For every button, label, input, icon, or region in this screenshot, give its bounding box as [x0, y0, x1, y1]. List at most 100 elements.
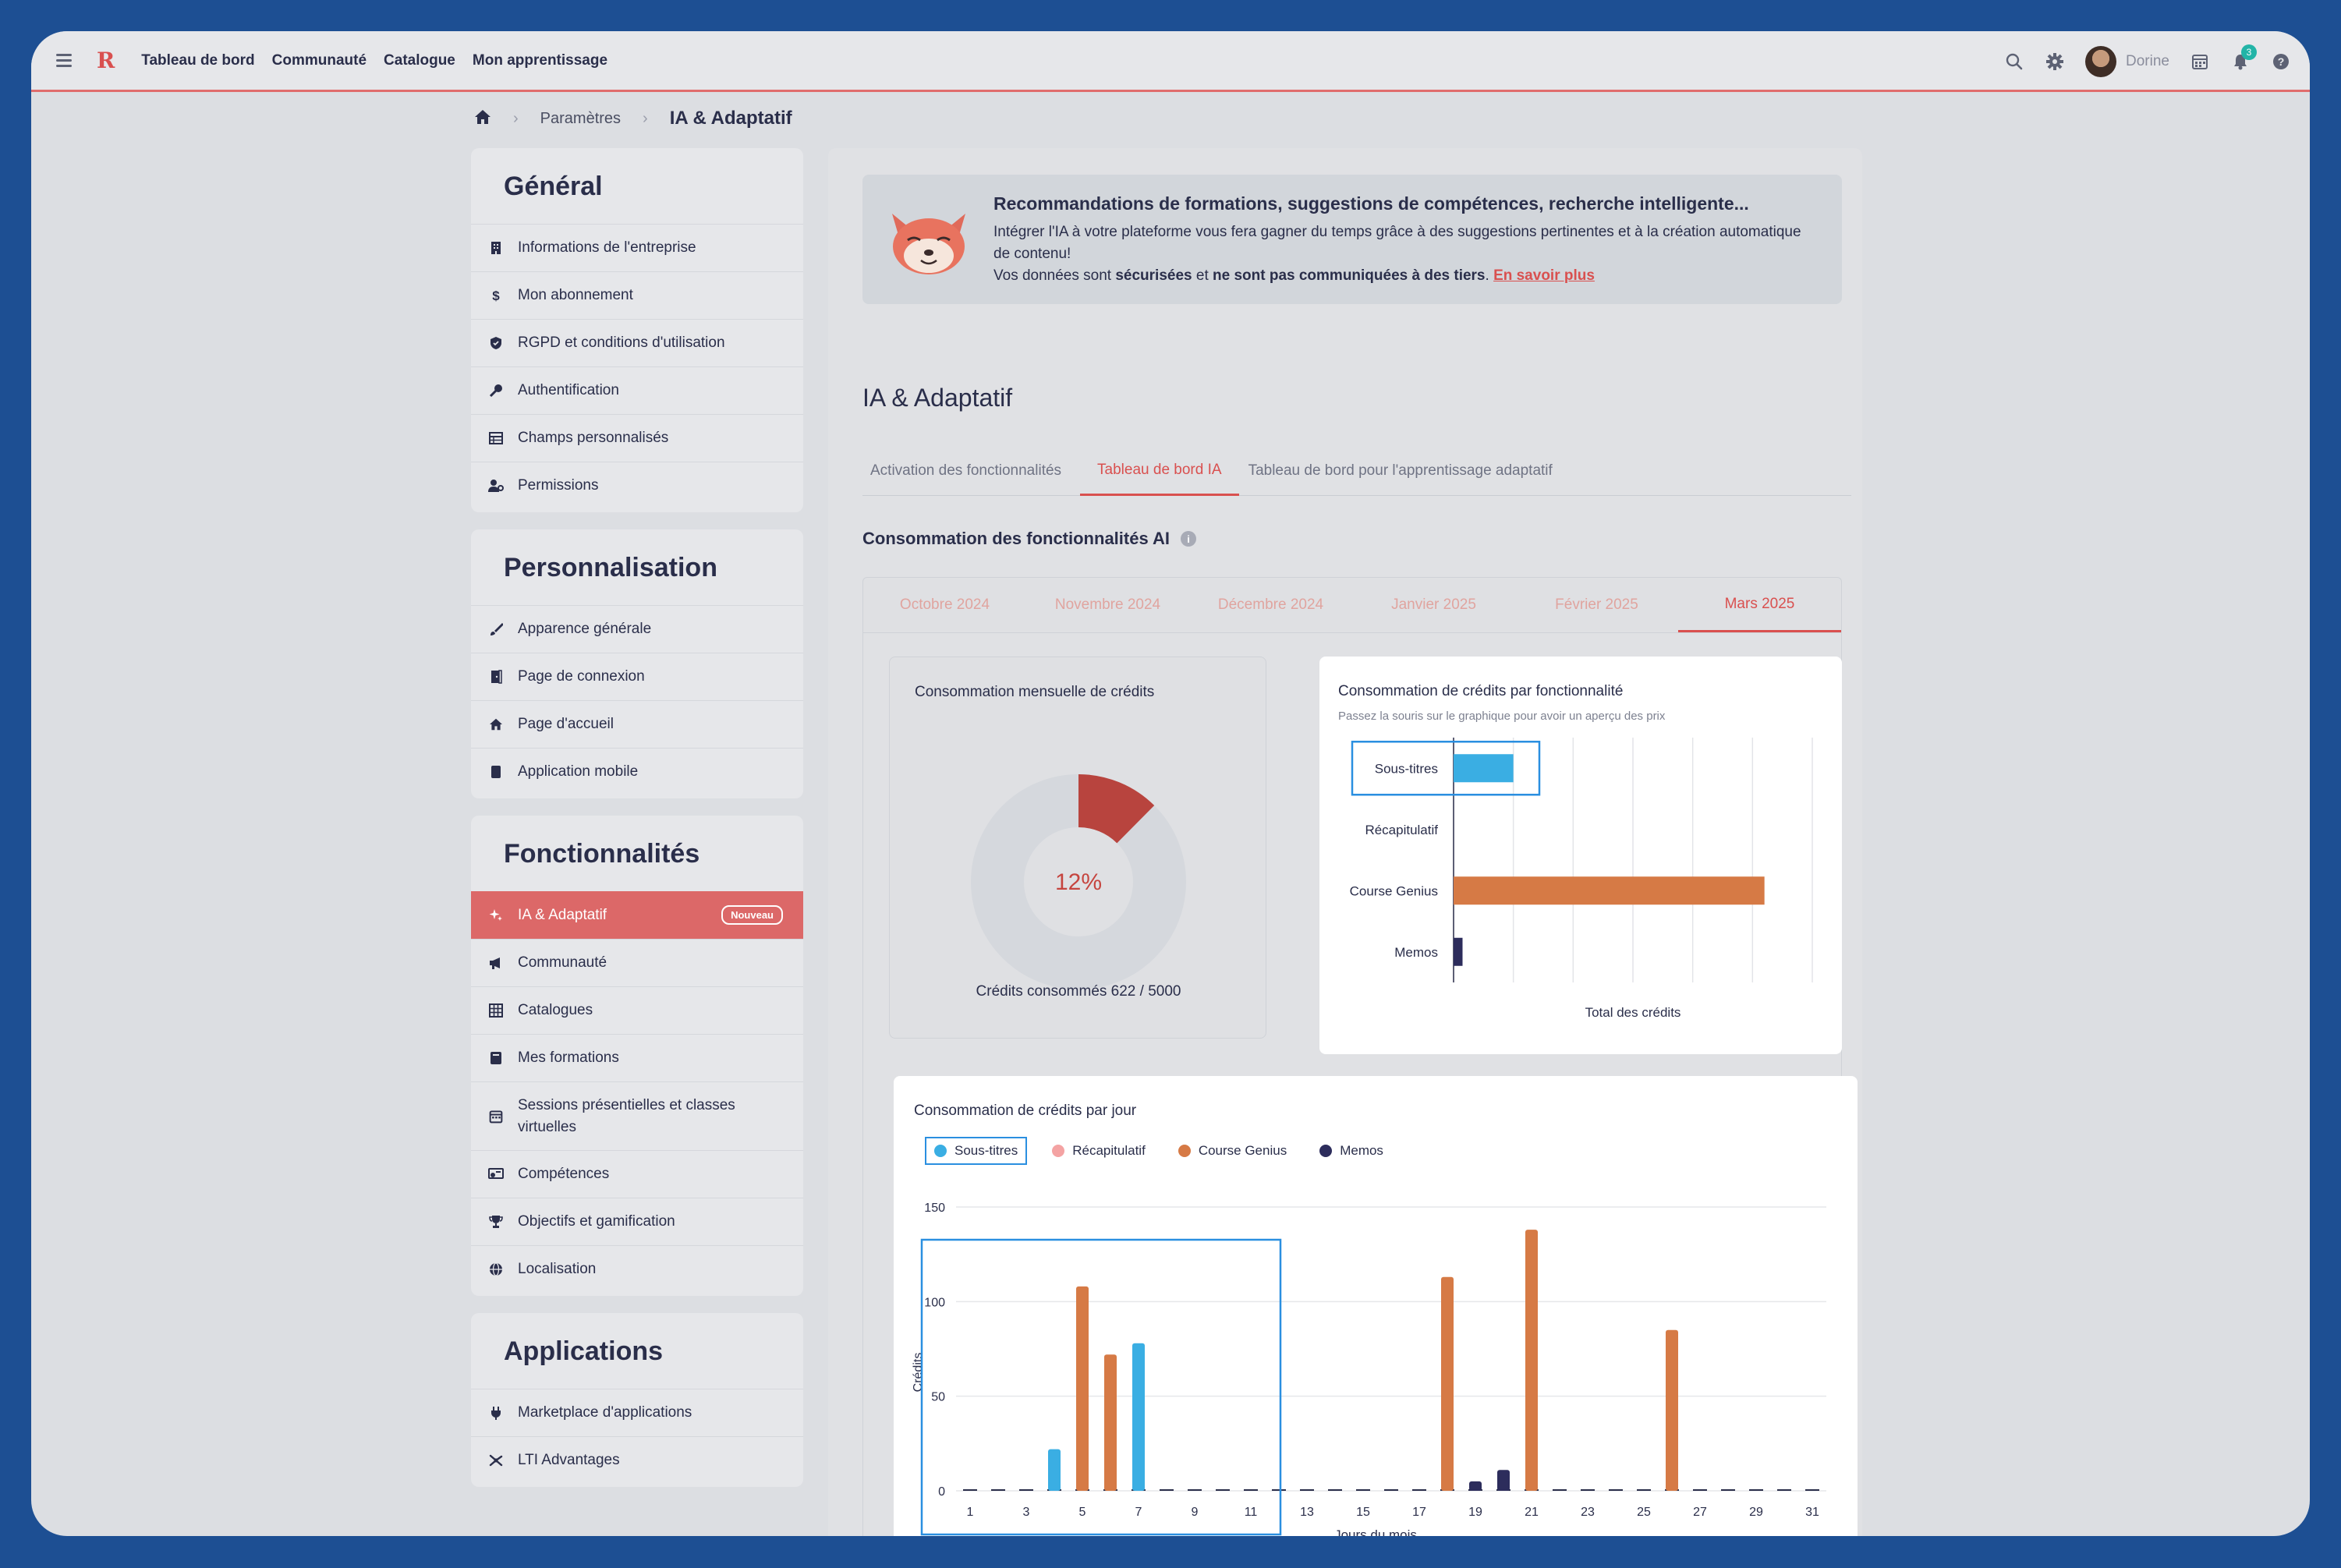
sidebar-item-page-de-connexion[interactable]: Page de connexion	[471, 653, 803, 700]
breadcrumb-parametres[interactable]: Paramètres	[540, 109, 622, 127]
legend-item[interactable]: Récapitulatif	[1044, 1138, 1153, 1163]
x-tick-label: 15	[1356, 1506, 1370, 1519]
sidebar-item-permissions[interactable]: Permissions	[471, 462, 803, 509]
daily-credits-card: Consommation de crédits par jour Sous-ti…	[894, 1076, 1858, 1536]
banner-text-part: et	[1192, 267, 1213, 284]
banner-text-part: Vos données sont	[993, 267, 1116, 284]
category-label: Memos	[1394, 945, 1438, 960]
nav-catalogue[interactable]: Catalogue	[384, 51, 455, 69]
sidebar-item-label: Application mobile	[518, 763, 639, 780]
category-label: Course Genius	[1350, 883, 1438, 898]
shield-icon	[488, 335, 504, 351]
sidebar-item-sessions-pr-sentielles-et-classes-virtuelles[interactable]: Sessions présentielles et classes virtue…	[471, 1081, 803, 1150]
help-icon[interactable]: ?	[2271, 51, 2291, 72]
legend-item[interactable]: Course Genius	[1170, 1138, 1294, 1163]
feature-credits-subtitle: Passez la souris sur le graphique pour a…	[1338, 710, 1666, 723]
donut-slice-consumed[interactable]	[1078, 774, 1155, 844]
donut-center-label: 12%	[1055, 869, 1102, 895]
day-bar[interactable]	[1469, 1481, 1482, 1491]
svg-text:$: $	[492, 288, 500, 303]
mobile-icon	[488, 764, 504, 780]
sidebar-item-ia-adaptatif[interactable]: IA & Adaptatif Nouveau	[471, 891, 803, 939]
banner-bold-third-party: ne sont pas communiquées à des tiers	[1213, 267, 1486, 284]
sidebar-item-page-d-accueil[interactable]: Page d'accueil	[471, 700, 803, 748]
tab-1[interactable]: Tableau de bord IA	[1080, 446, 1239, 496]
daily-credits-title: Consommation de crédits par jour	[914, 1103, 1137, 1119]
sidebar-item-mon-abonnement[interactable]: $ Mon abonnement	[471, 271, 803, 319]
banner-bold-secure: sécurisées	[1115, 267, 1192, 284]
tab-2[interactable]: Tableau de bord pour l'apprentissage ada…	[1248, 462, 1553, 479]
feature-bar[interactable]	[1454, 937, 1463, 966]
sidebar-item-catalogues[interactable]: Catalogues	[471, 986, 803, 1034]
sidebar-item-comp-tences[interactable]: Compétences	[471, 1150, 803, 1198]
x-tick-label: 27	[1693, 1506, 1707, 1519]
legend-item[interactable]: Memos	[1312, 1138, 1391, 1163]
lti-icon	[488, 1453, 504, 1468]
sidebar-item-marketplace-d-applications[interactable]: Marketplace d'applications	[471, 1389, 803, 1436]
trophy-icon	[488, 1214, 504, 1230]
username[interactable]: Dorine	[2126, 53, 2169, 69]
day-bar[interactable]	[1048, 1449, 1061, 1491]
sidebar-item-authentification[interactable]: Authentification	[471, 366, 803, 414]
table-icon	[488, 430, 504, 446]
month-tab-2[interactable]: Décembre 2024	[1217, 596, 1324, 613]
sidebar-item-application-mobile[interactable]: Application mobile	[471, 748, 803, 795]
sidebar-item-lti-advantages[interactable]: LTI Advantages	[471, 1436, 803, 1484]
bell-icon[interactable]: 3	[2230, 44, 2257, 72]
home-icon[interactable]	[474, 109, 491, 129]
breadcrumb-separator: ›	[643, 109, 648, 127]
consumption-title: Consommation des fonctionnalités AI	[862, 529, 1170, 548]
month-tab-5[interactable]: Mars 2025	[1678, 578, 1841, 632]
info-icon[interactable]: i	[1181, 531, 1196, 547]
globe-icon	[488, 1262, 504, 1277]
donut-chart[interactable]: 12%	[890, 712, 1267, 1008]
tab-0[interactable]: Activation des fonctionnalités	[870, 462, 1062, 479]
nav-communauté[interactable]: Communauté	[271, 51, 367, 69]
sidebar-item-rgpd-et-conditions-d-utilisation[interactable]: RGPD et conditions d'utilisation	[471, 319, 803, 366]
day-bar[interactable]	[1666, 1329, 1678, 1491]
day-bar[interactable]	[1104, 1354, 1117, 1491]
feature-bar[interactable]	[1454, 876, 1765, 905]
avatar[interactable]	[2085, 46, 2117, 77]
legend-dot	[934, 1145, 947, 1157]
x-tick-label: 1	[967, 1506, 974, 1519]
app-window: R Tableau de bord Communauté Catalogue Mon …	[31, 31, 2310, 1536]
gear-icon[interactable]	[2045, 51, 2065, 72]
app-logo[interactable]: R	[97, 48, 115, 73]
sidebar-item-objectifs-et-gamification[interactable]: Objectifs et gamification	[471, 1198, 803, 1245]
month-tab-1[interactable]: Novembre 2024	[1054, 596, 1161, 613]
day-bar[interactable]	[1441, 1276, 1454, 1491]
nav-tableau-de-bord[interactable]: Tableau de bord	[141, 51, 255, 69]
sidebar-section-title: Applications	[504, 1336, 664, 1366]
monthly-credits-card: Consommation mensuelle de crédits 12% Cr…	[889, 657, 1266, 1039]
legend-item[interactable]: Sous-titres	[925, 1137, 1028, 1165]
month-tab-4[interactable]: Février 2025	[1555, 596, 1638, 613]
feature-bar[interactable]	[1454, 754, 1514, 783]
month-tab-0[interactable]: Octobre 2024	[899, 596, 990, 613]
credits-consumed-caption: Crédits consommés 622 / 5000	[976, 983, 1181, 1000]
day-bar[interactable]	[1497, 1470, 1510, 1491]
sidebar-item-informations-de-l-entreprise[interactable]: Informations de l'entreprise	[471, 224, 803, 271]
month-tab-3[interactable]: Janvier 2025	[1391, 596, 1476, 613]
settings-sidebar: Général Informations de l'entreprise $ Mon …	[471, 148, 803, 1504]
sidebar-item-champs-personnalis-s[interactable]: Champs personnalisés	[471, 414, 803, 462]
x-tick-label: 25	[1637, 1506, 1651, 1519]
calendar-icon[interactable]	[2190, 51, 2210, 72]
home-icon	[488, 717, 504, 732]
day-bar[interactable]	[1525, 1230, 1538, 1491]
day-bar[interactable]	[1076, 1286, 1089, 1491]
search-icon[interactable]	[2004, 51, 2024, 72]
day-bar[interactable]	[1132, 1343, 1145, 1491]
sidebar-item-mes-formations[interactable]: Mes formations	[471, 1034, 803, 1081]
learn-more-link[interactable]: En savoir plus	[1493, 267, 1595, 284]
menu-icon[interactable]	[56, 54, 72, 67]
feature-bar-chart[interactable]: Sous-titres Récapitulatif Course Genius Mem…	[1319, 727, 1842, 1054]
nav-mon-apprentissage[interactable]: Mon apprentissage	[472, 51, 608, 69]
sidebar-item-apparence-g-n-rale[interactable]: Apparence générale	[471, 605, 803, 653]
sidebar-item-localisation[interactable]: Localisation	[471, 1245, 803, 1293]
building-icon	[488, 240, 504, 256]
month-tabs: Octobre 2024 Novembre 2024 Décembre 2024 Ja…	[862, 577, 1842, 633]
sidebar-item-communaut[interactable]: Communauté	[471, 939, 803, 986]
sidebar-item-label: Champs personnalisés	[518, 430, 669, 446]
